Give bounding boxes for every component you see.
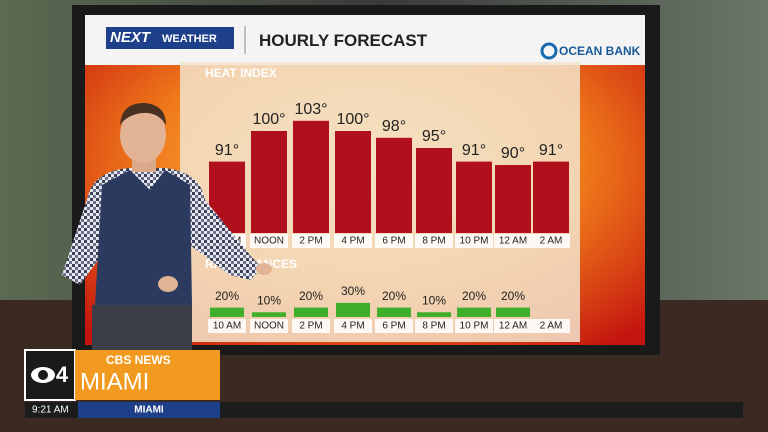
station-box: [75, 350, 220, 400]
bar: [294, 307, 328, 317]
category-box: [455, 234, 493, 248]
station-logo-number: 4: [56, 362, 69, 387]
charts: HEAT INDEX 10 AM 91° NOON 100° 2 PM 103° 4 PM 10…: [205, 66, 570, 333]
category-box: [494, 234, 532, 248]
time: 9:21 AM: [32, 405, 69, 416]
category-box: [250, 234, 288, 248]
location: MIAMI: [134, 405, 164, 416]
sponsor-logo: [540, 42, 558, 60]
bar: [251, 131, 287, 233]
brand-box: [106, 27, 234, 49]
bar: [252, 312, 286, 317]
value-label: 20%: [299, 289, 323, 303]
category-box: [292, 234, 330, 248]
category-label: 10 PM: [460, 321, 489, 332]
brand-sub: WEATHER: [162, 33, 217, 45]
value-label: 95°: [422, 128, 446, 145]
category-box: [292, 319, 330, 333]
value-label: 91°: [215, 142, 239, 159]
category-label: 6 PM: [382, 236, 405, 247]
presenter: [62, 102, 272, 350]
bar: [456, 161, 492, 233]
value-label: 10%: [422, 293, 446, 307]
value-label: 91°: [539, 142, 563, 159]
bar: [416, 148, 452, 233]
category-label: 10 AM: [213, 321, 241, 332]
category-label: 2 PM: [299, 321, 322, 332]
chart-title: HEAT INDEX: [205, 66, 277, 80]
value-label: 20%: [215, 289, 239, 303]
category-box: [208, 319, 246, 333]
category-label: NOON: [254, 236, 284, 247]
value-label: 100°: [252, 111, 285, 128]
category-label: 4 PM: [341, 321, 364, 332]
value-label: 10%: [257, 293, 281, 307]
category-label: 12 AM: [499, 236, 527, 247]
sponsor: OCEAN BANK: [559, 44, 641, 58]
category-box: [415, 234, 453, 248]
category-box: [494, 319, 532, 333]
bar: [293, 120, 329, 233]
value-label: 91°: [462, 142, 486, 159]
category-label: 2 PM: [299, 236, 322, 247]
bar: [495, 165, 531, 233]
value-label: 100°: [336, 111, 369, 128]
value-label: 90°: [501, 145, 525, 162]
bar: [336, 302, 370, 317]
bar: [376, 137, 412, 233]
category-box: [415, 319, 453, 333]
brand: NEXT: [110, 29, 152, 46]
category-label: 12 AM: [499, 321, 527, 332]
category-label: 6 PM: [382, 321, 405, 332]
value-label: 103°: [294, 101, 327, 118]
category-box: [334, 234, 372, 248]
category-box: [250, 319, 288, 333]
bar: [377, 307, 411, 317]
category-box: [334, 319, 372, 333]
category-label: 2 AM: [540, 321, 563, 332]
category-box: [455, 319, 493, 333]
bar: [335, 131, 371, 233]
category-label: 8 PM: [422, 321, 445, 332]
value-label: 20%: [382, 289, 406, 303]
value-label: 20%: [462, 289, 486, 303]
category-label: 4 PM: [341, 236, 364, 247]
value-label: 98°: [382, 118, 406, 135]
bar: [496, 307, 530, 317]
category-box: [375, 319, 413, 333]
category-box: [532, 234, 570, 248]
bar: [417, 312, 451, 317]
cbs-eye-pupil: [38, 370, 48, 380]
network: CBS NEWS: [106, 353, 171, 367]
location-box: [78, 402, 220, 418]
bar: [533, 161, 569, 233]
bar: [457, 307, 491, 317]
header-title: HOURLY FORECAST: [259, 31, 428, 50]
value-label: 20%: [501, 289, 525, 303]
station: MIAMI: [80, 368, 149, 395]
category-box: [532, 319, 570, 333]
category-label: 2 AM: [540, 236, 563, 247]
category-label: 8 PM: [422, 236, 445, 247]
bar: [210, 307, 244, 317]
category-box: [375, 234, 413, 248]
category-label: 10 PM: [460, 236, 489, 247]
category-label: NOON: [254, 321, 284, 332]
value-label: 30%: [341, 284, 365, 298]
